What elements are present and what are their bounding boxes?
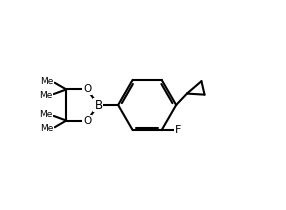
Text: F: F [175, 125, 181, 135]
Text: B: B [94, 98, 102, 112]
Text: O: O [83, 116, 91, 126]
Text: Me: Me [40, 125, 54, 133]
Text: O: O [83, 84, 91, 94]
Text: Me: Me [39, 91, 53, 100]
Text: Me: Me [39, 110, 53, 119]
Text: Me: Me [40, 77, 54, 85]
